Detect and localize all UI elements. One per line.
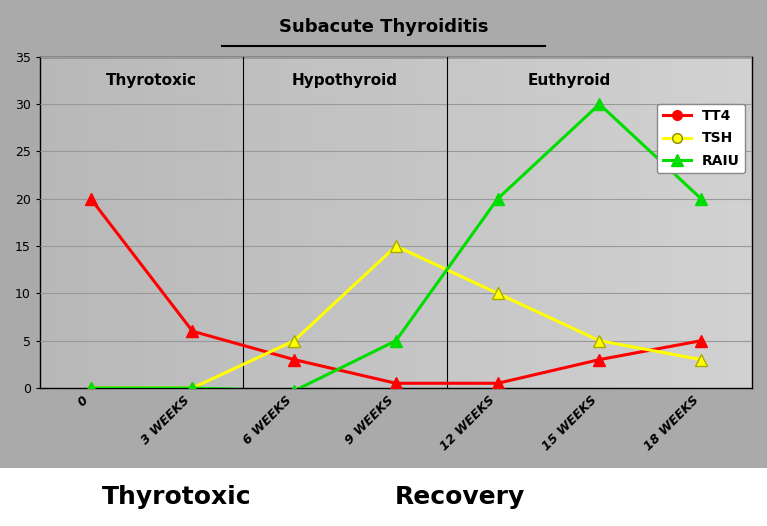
Text: Recovery: Recovery <box>395 485 525 509</box>
TT4 <box>188 328 197 335</box>
RAIU <box>290 388 299 394</box>
RAIU <box>86 385 95 391</box>
Text: Thyrotoxic: Thyrotoxic <box>101 485 252 509</box>
RAIU <box>391 338 400 344</box>
TSH <box>594 338 604 344</box>
TSH <box>391 243 400 249</box>
Text: Hypothyroid: Hypothyroid <box>292 73 398 88</box>
TSH <box>493 290 502 297</box>
Text: Thyrotoxic: Thyrotoxic <box>107 73 197 88</box>
TT4 <box>594 357 604 363</box>
TSH <box>188 385 197 391</box>
RAIU <box>696 196 706 202</box>
RAIU <box>493 196 502 202</box>
Text: Subacute Thyroiditis: Subacute Thyroiditis <box>278 18 489 36</box>
RAIU <box>188 385 197 391</box>
TT4 <box>696 338 706 344</box>
RAIU <box>594 101 604 107</box>
Line: RAIU: RAIU <box>84 98 707 397</box>
TT4 <box>391 380 400 387</box>
TT4 <box>290 357 299 363</box>
Text: Euthyroid: Euthyroid <box>527 73 611 88</box>
TSH <box>86 385 95 391</box>
Legend: TT4, TSH, RAIU: TT4, TSH, RAIU <box>657 104 745 173</box>
Line: TSH: TSH <box>84 240 707 394</box>
TSH <box>290 338 299 344</box>
TT4 <box>86 196 95 202</box>
TT4 <box>493 380 502 387</box>
Line: TT4: TT4 <box>84 193 707 390</box>
TSH <box>696 357 706 363</box>
